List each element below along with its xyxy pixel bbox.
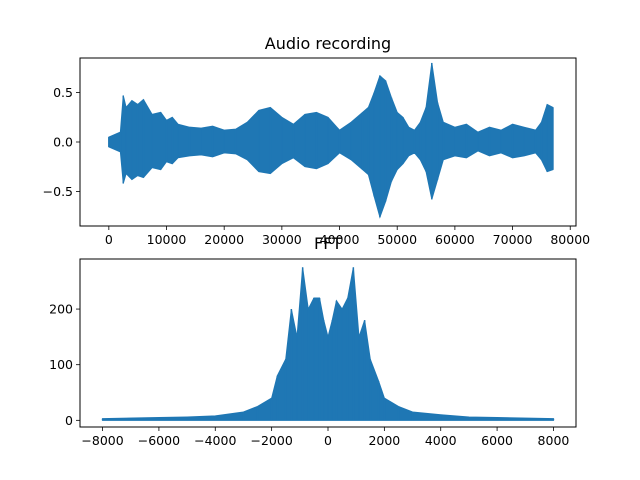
audio-x-tick-label: 50000 <box>377 232 417 247</box>
fft-y-tick-label: 200 <box>49 302 73 317</box>
fft-x-tick-label: −6000 <box>138 433 180 448</box>
audio-y-tick-label: 0.0 <box>53 135 73 150</box>
fft-x-tick-label: −8000 <box>81 433 123 448</box>
audio-x-tick-label: 0 <box>105 232 113 247</box>
fft-y-tick-label: 0 <box>65 413 73 428</box>
fft-spectrum-series <box>101 267 555 421</box>
audio-x-tick-label: 80000 <box>550 232 590 247</box>
audio-y-tick-label: −0.5 <box>43 184 73 199</box>
audio-waveform-series <box>108 62 554 219</box>
audio-recording-title: Audio recording <box>265 34 391 53</box>
audio-x-tick-label: 10000 <box>147 232 187 247</box>
audio-x-tick-label: 70000 <box>493 232 533 247</box>
fft-x-tick-label: 0 <box>324 433 332 448</box>
fft-x-tick-label: 8000 <box>538 433 570 448</box>
fft-y-tick-label: 100 <box>49 357 73 372</box>
audio-x-tick-label: 60000 <box>435 232 475 247</box>
fft-ticks: −8000 −6000 −4000 −2000 0 2000 4000 6000 8000 0 10… <box>49 302 569 448</box>
fft-x-tick-label: 6000 <box>481 433 513 448</box>
audio-recording-axes: Audio recording 0 10000 20000 30000 40000 500… <box>43 34 591 247</box>
fft-x-tick-label: 2000 <box>368 433 400 448</box>
audio-recording-ticks: 0 10000 20000 30000 40000 50000 60000 70000 8000… <box>43 85 591 247</box>
fft-x-tick-label: −4000 <box>194 433 236 448</box>
audio-y-tick-label: 0.5 <box>53 85 73 100</box>
fft-axes: FFT −8000 −6000 −4000 −2000 0 2000 4000 6000 800… <box>49 234 577 448</box>
fft-frame <box>79 258 577 428</box>
audio-x-tick-label: 30000 <box>262 232 302 247</box>
fft-x-tick-label: 4000 <box>425 433 457 448</box>
audio-x-tick-label: 20000 <box>204 232 244 247</box>
audio-recording-frame <box>79 57 577 227</box>
audio-x-tick-label: 40000 <box>320 232 360 247</box>
fft-title: FFT <box>314 234 342 253</box>
fft-x-tick-label: −2000 <box>250 433 292 448</box>
